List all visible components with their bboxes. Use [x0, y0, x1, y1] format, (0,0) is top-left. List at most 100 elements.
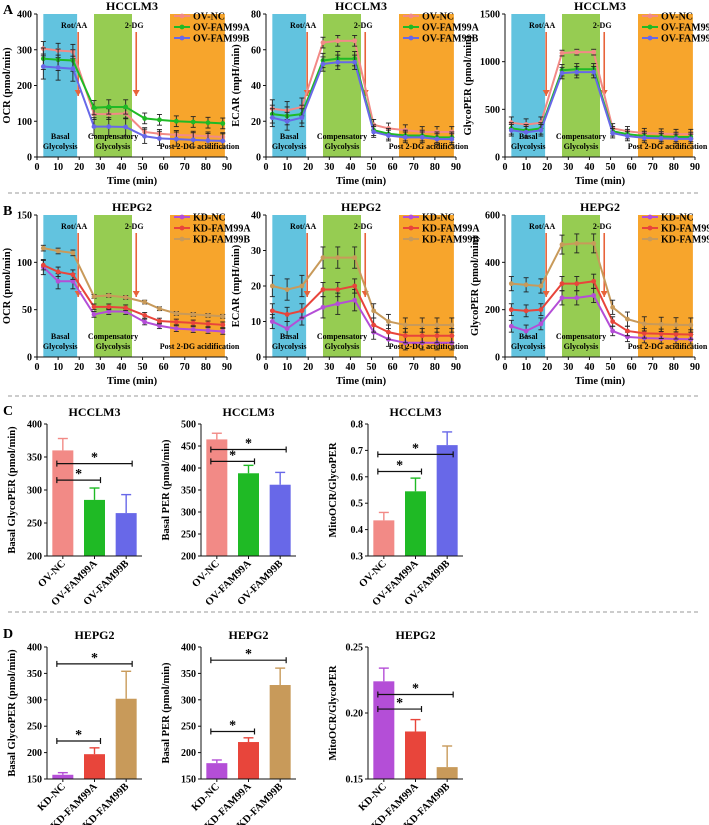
data-point	[538, 307, 544, 313]
chart-title: HCCLM3	[335, 0, 387, 13]
category-label: KD-NC	[36, 781, 68, 813]
line-chart-a2: Rot/AA 2-DGBasalGlycolysisCompensatoryGly…	[231, 0, 480, 187]
rot-aa-label: Rot/AA	[290, 222, 316, 231]
y-tick-label: 350	[27, 669, 42, 680]
data-point	[386, 133, 391, 138]
legend-marker	[179, 225, 185, 231]
y-tick-label: 150	[181, 775, 196, 786]
data-point	[55, 278, 61, 284]
data-point	[269, 319, 275, 324]
y-tick-label: 0.15	[346, 775, 364, 786]
data-point	[106, 124, 112, 130]
legend-entry: KD-FAM99B	[661, 235, 709, 246]
significance-star: *	[245, 647, 252, 662]
panel-labels: A B C D	[3, 3, 14, 642]
x-tick-label: 50	[138, 162, 148, 173]
bar-ov-fam99b	[269, 484, 291, 556]
legend-marker	[179, 24, 185, 30]
data-point	[508, 323, 514, 329]
x-tick-label: 80	[430, 162, 440, 173]
data-point	[352, 38, 358, 44]
series-line	[43, 47, 223, 138]
x-tick-label: 0	[264, 362, 269, 373]
data-point	[523, 129, 529, 135]
data-point	[157, 323, 162, 329]
category-label: OV-NC	[36, 558, 68, 590]
data-point	[299, 283, 305, 289]
category-label: OV-NC	[190, 558, 222, 590]
data-point	[335, 38, 341, 44]
data-point	[55, 65, 61, 71]
data-point	[284, 287, 290, 292]
y-tick-label: 150	[27, 775, 42, 786]
x-tick-label: 30	[95, 162, 105, 173]
data-point	[538, 127, 544, 133]
legend-entry: OV-FAM99B	[193, 34, 250, 45]
data-point	[142, 299, 148, 305]
rot-aa-arrow-head	[542, 291, 550, 297]
basal-phase-band	[43, 215, 78, 357]
bar-ov-nc	[52, 450, 74, 556]
data-point	[320, 304, 326, 310]
x-tick-label: 60	[388, 362, 398, 373]
rot-aa-label: Rot/AA	[61, 222, 87, 231]
data-point	[402, 322, 408, 328]
data-point	[40, 245, 46, 251]
data-point	[320, 255, 326, 260]
series-line	[272, 256, 452, 327]
line-chart-b3: Rot/AA 2-DGBasalGlycolysisCompensatoryGly…	[470, 200, 709, 387]
bar-chart-d1: KD-NCKD-FAM99AKD-FAM99B**150200250300350…	[7, 628, 142, 825]
x-axis-label: Time (min)	[575, 176, 626, 187]
two-dg-label: 2-DG	[125, 21, 144, 30]
legend-entry: OV-NC	[422, 12, 454, 23]
x-tick-label: 0	[35, 362, 40, 373]
panel-label-b: B	[3, 204, 12, 219]
data-point	[91, 312, 97, 317]
data-point	[123, 104, 129, 110]
data-point	[220, 313, 226, 319]
data-point	[559, 242, 565, 247]
y-tick-label: 300	[17, 45, 32, 56]
x-tick-label: 0	[503, 162, 508, 173]
data-point	[70, 272, 76, 278]
post-2dg-label: Post 2-DG acidification	[389, 342, 469, 351]
series-ov-fam99b	[40, 53, 226, 149]
data-point	[91, 105, 97, 111]
basal-label-line2: Glycolysis	[272, 142, 307, 151]
panel-label-a: A	[3, 3, 14, 18]
data-point	[55, 248, 61, 254]
data-point	[190, 327, 196, 332]
significance-star: *	[91, 651, 98, 666]
data-point	[123, 294, 129, 300]
line-chart-b1: Rot/AA 2-DGBasalGlycolysisCompensatoryGly…	[2, 200, 251, 387]
legend-marker	[647, 24, 653, 30]
legend-marker	[408, 35, 414, 41]
basal-phase-band	[272, 14, 307, 157]
y-tick-label: 0.25	[346, 643, 364, 654]
y-tick-label: 150	[17, 211, 32, 222]
two-dg-label: 2-DG	[125, 222, 144, 231]
data-point	[625, 328, 630, 334]
data-point	[123, 305, 129, 311]
data-point	[269, 115, 275, 121]
data-point	[205, 321, 211, 327]
series-line	[42, 264, 223, 326]
y-tick-label: 80	[251, 10, 261, 21]
bar-ov-nc	[206, 439, 228, 556]
x-tick-label: 30	[324, 162, 334, 173]
data-point	[157, 318, 162, 324]
two-dg-label: 2-DG	[593, 21, 612, 30]
data-point	[641, 330, 647, 336]
legend-entry: OV-FAM99B	[661, 34, 709, 45]
y-axis-label: MitoOCR/GlycoPER	[328, 442, 339, 537]
legend-marker	[408, 225, 414, 231]
x-tick-label: 80	[201, 362, 211, 373]
compensatory-label-line1: Compensatory	[317, 132, 367, 141]
data-point	[673, 331, 679, 337]
series-line	[511, 280, 691, 336]
data-point	[205, 120, 211, 126]
x-tick-label: 50	[606, 162, 616, 173]
data-point	[335, 301, 341, 307]
data-point	[173, 136, 179, 142]
data-point	[610, 319, 616, 324]
